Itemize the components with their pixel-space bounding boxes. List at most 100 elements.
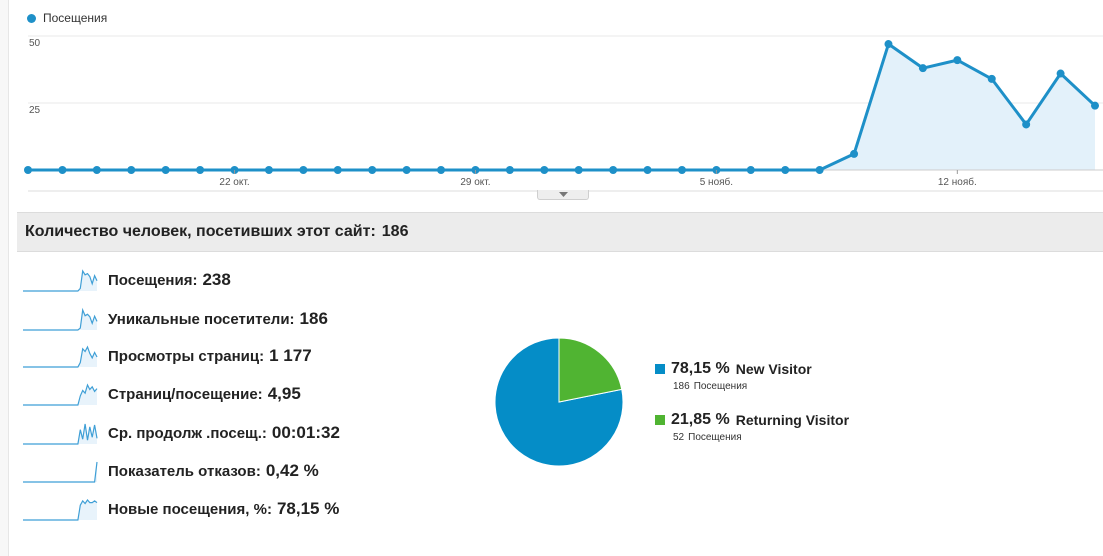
series-line — [28, 42, 1097, 172]
data-point — [643, 166, 652, 174]
chart-legend: Посещения — [27, 11, 107, 25]
sparkline — [23, 461, 98, 483]
sparkline-area — [23, 500, 97, 520]
x-tick-label: 12 нояб. — [938, 176, 977, 188]
y-tick-label: 50 — [29, 38, 41, 49]
sparkline-line — [23, 499, 98, 521]
data-point — [299, 166, 308, 174]
visits-line-chart: 25 50 22 окт. 29 окт. 5 нояб. 12 нояб. — [24, 35, 1103, 192]
summary-title: Количество человек, посетивших этот сайт… — [25, 223, 376, 240]
legend-count: 52 Посещения — [673, 432, 849, 443]
metric-value: 78,15 % — [276, 499, 340, 518]
metric-value: 1 177 — [269, 346, 312, 365]
sparkline-area — [23, 271, 97, 291]
metric-unique-visitors[interactable]: Уникальные посетители: 186 — [22, 306, 328, 332]
legend-count-unit: Посещения — [693, 381, 748, 392]
metric-label: Страниц/посещение: — [108, 385, 263, 403]
summary-value: 186 — [381, 223, 409, 240]
data-point — [333, 166, 342, 174]
data-point — [161, 166, 170, 174]
data-point — [58, 166, 67, 174]
metric-value: 00:01:32 — [271, 423, 340, 442]
metric-value: 238 — [202, 270, 231, 289]
data-point — [196, 166, 205, 174]
data-point — [368, 166, 377, 174]
data-point — [884, 40, 893, 49]
data-point — [781, 166, 790, 174]
data-point — [1056, 69, 1065, 78]
metric-label: Посещения: — [108, 271, 198, 289]
metric-pages-per-visit[interactable]: Страниц/посещение: 4,95 — [22, 381, 301, 407]
sparkline-line — [23, 307, 98, 331]
data-point — [987, 74, 996, 83]
sparkline — [23, 423, 98, 445]
metric-label: Показатель отказов: — [108, 462, 261, 480]
sparkline-line — [23, 461, 98, 483]
sparkline — [23, 383, 98, 406]
metric-avg-duration[interactable]: Ср. продолж .посещ.: 00:01:32 — [22, 420, 340, 446]
data-point — [540, 166, 549, 174]
pie-slice-returning-visitor — [558, 337, 623, 403]
legend-swatch-new — [655, 364, 665, 374]
x-tick-label: 5 нояб. — [700, 176, 733, 188]
legend-count-value: 52 — [673, 432, 685, 443]
legend-name: Returning Visitor — [735, 412, 850, 428]
legend-name: New Visitor — [735, 361, 812, 377]
x-tick-label: 29 окт. — [460, 177, 490, 188]
sparkline-line — [23, 423, 98, 445]
left-panel-edge — [0, 0, 9, 556]
y-tick-label: 25 — [29, 105, 41, 116]
data-point — [437, 166, 446, 174]
data-point — [609, 166, 618, 174]
metric-bounce-rate[interactable]: Показатель отказов: 0,42 % — [22, 458, 319, 484]
pie-slice-new-visitor — [494, 337, 624, 467]
legend-swatch-returning — [655, 415, 665, 425]
data-point — [24, 166, 32, 174]
collapse-chart-button[interactable] — [537, 190, 589, 200]
chevron-down-icon — [558, 192, 568, 197]
sparkline-area — [23, 385, 97, 405]
metric-new-visits[interactable]: Новые посещения, %: 78,15 % — [22, 496, 339, 522]
data-point — [677, 166, 686, 174]
data-point — [746, 166, 755, 174]
metric-value: 0,42 % — [265, 461, 319, 480]
legend-label: Посещения — [43, 11, 108, 25]
data-point — [1022, 120, 1031, 129]
metric-value: 186 — [299, 309, 328, 328]
legend-count: 186 Посещения — [673, 381, 812, 392]
metric-label: Новые посещения, %: — [108, 500, 272, 518]
sparkline — [23, 499, 98, 521]
visits-chart: 25 50 22 окт. 29 окт. 5 нояб. 12 нояб. Посеще… — [0, 0, 1103, 205]
data-point — [402, 166, 411, 174]
sparkline-line — [23, 269, 98, 292]
metric-value: 4,95 — [267, 384, 301, 403]
sparkline-area — [23, 462, 97, 482]
legend-percent: 21,85 % — [671, 411, 730, 428]
data-point — [1091, 101, 1099, 110]
metric-label: Ср. продолж .посещ.: — [108, 424, 267, 442]
data-point — [505, 166, 514, 174]
metric-pageviews[interactable]: Просмотры страниц: 1 177 — [22, 343, 312, 369]
data-point — [850, 149, 859, 158]
legend-count-unit: Посещения — [688, 432, 742, 443]
visitor-type-pie — [494, 337, 624, 467]
pie-legend-new: 78,15 % New Visitor 186 Посещения — [655, 360, 812, 392]
sparkline — [23, 269, 98, 292]
sparkline-line — [23, 345, 98, 368]
legend-percent: 78,15 % — [671, 360, 730, 377]
sparkline-area — [23, 424, 97, 444]
summary-header: Количество человек, посетивших этот сайт… — [17, 212, 1103, 252]
data-point — [264, 166, 273, 174]
sparkline-area — [23, 310, 97, 330]
metric-visits[interactable]: Посещения: 238 — [22, 267, 231, 293]
data-point — [815, 166, 824, 174]
data-point — [574, 166, 583, 174]
sparkline — [23, 345, 98, 368]
pie-legend-returning: 21,85 % Returning Visitor 52 Посещения — [655, 411, 849, 443]
data-point — [92, 166, 101, 174]
series-area — [28, 44, 1095, 170]
metric-label: Просмотры страниц: — [108, 347, 265, 365]
legend-dot — [27, 13, 36, 23]
sparkline — [23, 307, 98, 331]
sparkline-line — [23, 383, 98, 406]
